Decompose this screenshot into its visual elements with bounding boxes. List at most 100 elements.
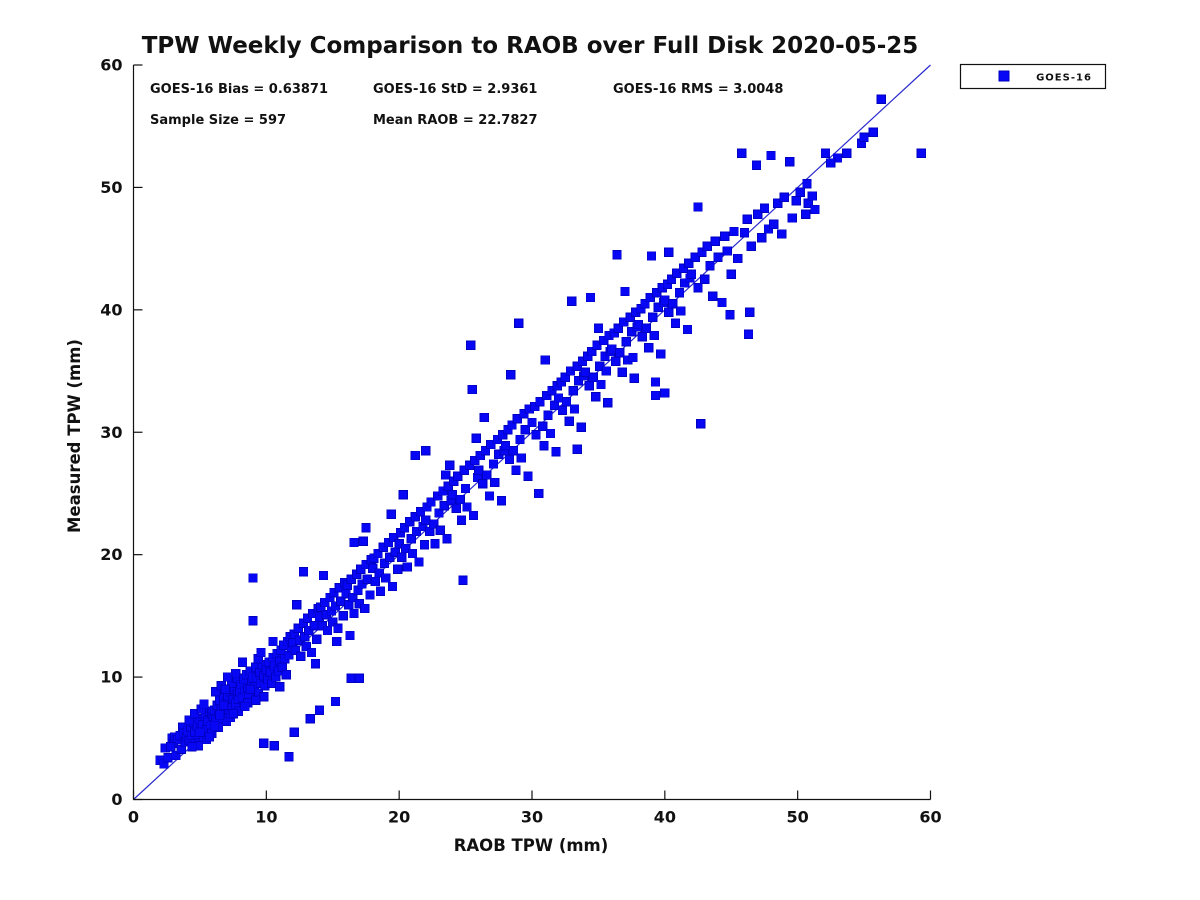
data-point (245, 684, 256, 694)
x-tick-label: 0 (128, 808, 139, 827)
stat-sample-size: Sample Size = 597 (150, 113, 286, 128)
x-tick-label: 30 (521, 808, 543, 827)
data-point (810, 204, 820, 215)
data-point (551, 447, 561, 457)
legend: GOES-16 (959, 63, 1107, 90)
data-point (268, 636, 278, 647)
data-point (565, 366, 576, 376)
y-tick-label: 30 (100, 423, 122, 442)
data-point (592, 340, 602, 350)
data-point (600, 351, 610, 362)
data-point (171, 750, 181, 761)
data-point (576, 422, 586, 433)
data-point (832, 153, 843, 163)
data-point (729, 226, 739, 237)
data-point (373, 548, 383, 559)
data-point (547, 385, 557, 396)
data-point (725, 310, 735, 320)
data-point (580, 367, 590, 377)
data-point (670, 318, 681, 328)
data-point (615, 348, 625, 358)
data-point (672, 268, 682, 278)
data-point (223, 672, 233, 682)
data-point (211, 687, 221, 697)
data-point (215, 710, 225, 720)
data-point (569, 404, 580, 414)
data-point (693, 283, 703, 293)
data-point (746, 241, 756, 251)
data-point (259, 738, 269, 748)
y-tick-label: 10 (100, 668, 122, 687)
data-point (773, 198, 783, 208)
data-point (613, 323, 623, 333)
data-point (456, 515, 467, 526)
data-point (599, 335, 609, 346)
data-point (842, 148, 852, 158)
data-point (650, 377, 661, 387)
data-point (876, 94, 887, 104)
data-point (719, 231, 730, 242)
data-point (410, 512, 420, 522)
data-point (471, 433, 481, 444)
data-point (442, 534, 452, 544)
data-point (916, 148, 926, 158)
data-point (401, 543, 411, 554)
data-point (374, 568, 384, 578)
data-point (664, 307, 674, 317)
data-point (256, 647, 266, 658)
data-point (467, 384, 477, 395)
data-point (338, 611, 349, 621)
data-point (333, 623, 343, 633)
data-point (607, 344, 617, 354)
data-point (435, 525, 445, 535)
data-point (751, 160, 762, 171)
data-point (710, 236, 720, 246)
data-point (733, 253, 743, 264)
data-point (820, 148, 831, 158)
data-point (543, 410, 553, 420)
data-point (508, 445, 519, 456)
data-point (410, 450, 420, 461)
data-point (383, 537, 394, 548)
data-point (302, 613, 313, 623)
data-point (375, 586, 386, 597)
data-point (248, 616, 258, 626)
data-point (462, 502, 472, 512)
data-point (318, 570, 329, 581)
data-point (451, 503, 461, 513)
data-point (385, 552, 395, 562)
data-point (664, 247, 674, 257)
data-point (617, 367, 627, 377)
stat-std: GOES-16 StD = 2.9361 (373, 82, 537, 97)
data-point (289, 727, 299, 737)
data-point (251, 695, 261, 705)
data-point (393, 564, 403, 575)
data-point (650, 390, 661, 401)
data-point (402, 562, 412, 572)
data-point (415, 507, 426, 517)
data-point (533, 488, 544, 499)
data-point (868, 127, 879, 137)
data-point (577, 356, 588, 366)
data-point (394, 538, 404, 549)
legend-series-label: GOES-16 (1036, 73, 1092, 84)
data-point (745, 307, 755, 317)
data-point (414, 557, 424, 567)
data-point (637, 332, 647, 342)
data-point (322, 625, 333, 636)
data-point (240, 701, 250, 712)
data-point (166, 742, 176, 752)
data-point (678, 263, 689, 273)
data-point (791, 196, 801, 206)
data-point (596, 379, 606, 390)
data-point (406, 534, 416, 544)
data-point (274, 682, 285, 692)
data-point (511, 465, 521, 475)
data-point (693, 202, 703, 212)
data-point (726, 269, 736, 279)
data-point (512, 414, 523, 424)
data-point (684, 258, 694, 268)
data-point (742, 214, 752, 224)
data-point (682, 324, 693, 335)
data-point (345, 630, 355, 641)
